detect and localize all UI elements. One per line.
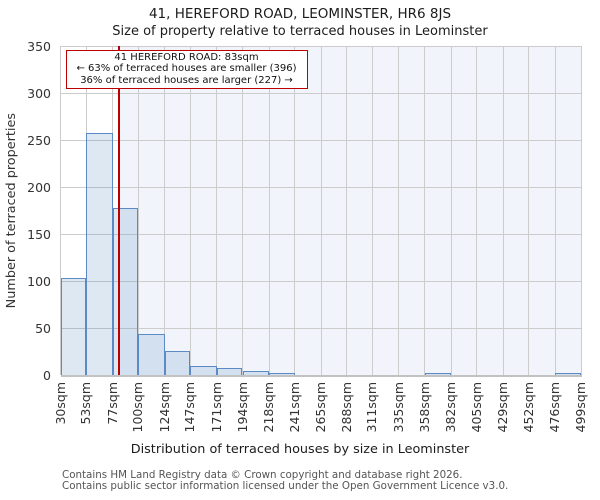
gridline-horizontal (60, 327, 581, 329)
histogram-bar (269, 373, 295, 375)
histogram-bar (60, 278, 87, 375)
histogram-bar (242, 371, 270, 375)
gridline-horizontal (60, 186, 581, 188)
x-tick-label: 218sqm (261, 382, 277, 433)
larger-region-shade (119, 46, 581, 375)
y-axis-label: Number of terraced properties (4, 113, 19, 309)
gridline-horizontal (60, 280, 581, 282)
histogram-bar (86, 133, 113, 375)
gridline-vertical (580, 46, 582, 375)
y-tick-label: 50 (35, 320, 51, 336)
gridline-vertical (216, 46, 218, 375)
footer-licence-line-1: Contains HM Land Registry data © Crown c… (62, 469, 463, 481)
y-tick-label: 150 (27, 226, 51, 242)
y-tick-label: 300 (27, 85, 51, 101)
property-size-marker-line (118, 46, 121, 375)
annotation-line-2: ← 63% of terraced houses are smaller (39… (76, 63, 297, 75)
x-tick-label: 241sqm (286, 382, 302, 433)
gridline-horizontal (60, 92, 581, 94)
x-tick-label: 171sqm (208, 382, 224, 433)
x-tick-label: 452sqm (520, 382, 536, 433)
histogram-bar (138, 333, 165, 375)
x-axis-spine (60, 374, 582, 377)
annotation-line-3: 36% of terraced houses are larger (227) … (80, 74, 293, 86)
y-tick-label: 250 (27, 132, 51, 148)
gridline-vertical (371, 46, 373, 375)
x-tick-label: 499sqm (573, 382, 588, 433)
gridline-vertical (320, 46, 322, 375)
x-tick-label: 265sqm (313, 382, 329, 433)
gridline-horizontal (60, 139, 581, 141)
gridline-vertical (268, 46, 270, 375)
gridline-horizontal (60, 45, 581, 47)
x-tick-label: 124sqm (156, 382, 172, 433)
histogram-bar (164, 350, 191, 375)
gridline-vertical (528, 46, 530, 375)
chart-title: 41, HEREFORD ROAD, LEOMINSTER, HR6 8JS (148, 6, 452, 22)
x-tick-label: 382sqm (443, 382, 459, 433)
y-tick-label: 200 (27, 179, 51, 195)
x-tick-label: 358sqm (416, 382, 432, 433)
x-axis-label: Distribution of terraced houses by size … (130, 442, 470, 457)
histogram-bar (424, 373, 452, 375)
chart-subtitle: Size of property relative to terraced ho… (112, 24, 488, 39)
gridline-vertical (189, 46, 191, 375)
gridline-vertical (242, 46, 243, 375)
y-tick-label: 100 (27, 273, 51, 289)
x-tick-label: 100sqm (130, 382, 146, 433)
y-tick-label: 350 (27, 38, 51, 54)
annotation-box: 41 HEREFORD ROAD: 83sqm ← 63% of terrace… (65, 50, 308, 89)
gridline-vertical (398, 46, 400, 375)
x-tick-label: 194sqm (234, 382, 250, 433)
gridline-vertical (60, 46, 61, 375)
x-tick-label: 288sqm (338, 382, 354, 433)
gridline-vertical (137, 46, 139, 375)
footer-licence-line-2: Contains public sector information licen… (62, 480, 509, 492)
histogram-bar (555, 373, 581, 375)
x-tick-label: 53sqm (78, 382, 94, 425)
histogram-bar (190, 365, 217, 375)
gridline-vertical (476, 46, 478, 375)
x-tick-label: 335sqm (390, 382, 406, 433)
x-tick-label: 30sqm (52, 382, 68, 425)
gridline-vertical (450, 46, 452, 375)
gridline-vertical (346, 46, 348, 375)
histogram-bar (216, 368, 243, 375)
x-tick-label: 147sqm (182, 382, 198, 433)
annotation-line-1: 41 HEREFORD ROAD: 83sqm (114, 52, 259, 63)
gridline-vertical (164, 46, 166, 375)
gridline-vertical (424, 46, 426, 375)
x-tick-label: 429sqm (495, 382, 511, 433)
gridline-vertical (502, 46, 504, 375)
x-tick-label: 405sqm (468, 382, 484, 433)
x-tick-label: 77sqm (104, 382, 120, 425)
x-tick-label: 311sqm (364, 382, 380, 433)
histogram-bar (112, 207, 139, 375)
plot-area: 41 HEREFORD ROAD: 83sqm ← 63% of terrace… (60, 45, 582, 375)
gridline-vertical (294, 46, 296, 375)
y-tick-label: 0 (43, 367, 51, 383)
gridline-horizontal (60, 233, 581, 235)
x-tick-label: 476sqm (547, 382, 563, 433)
gridline-vertical (554, 46, 556, 375)
